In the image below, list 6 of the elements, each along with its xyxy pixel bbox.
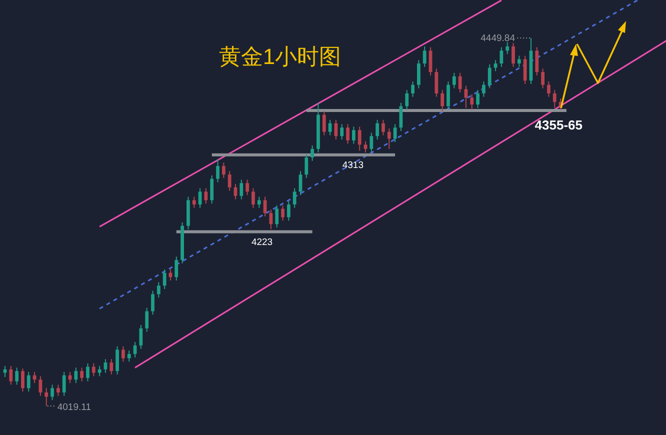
- series-label: 4355-65: [534, 117, 583, 132]
- annotation: 4449.84: [480, 33, 515, 44]
- annotation: 4019.11: [57, 402, 92, 413]
- series-label: 4313: [342, 160, 364, 171]
- chart-title: 黄金1小时图: [218, 44, 342, 69]
- series-label: 4223: [251, 236, 273, 248]
